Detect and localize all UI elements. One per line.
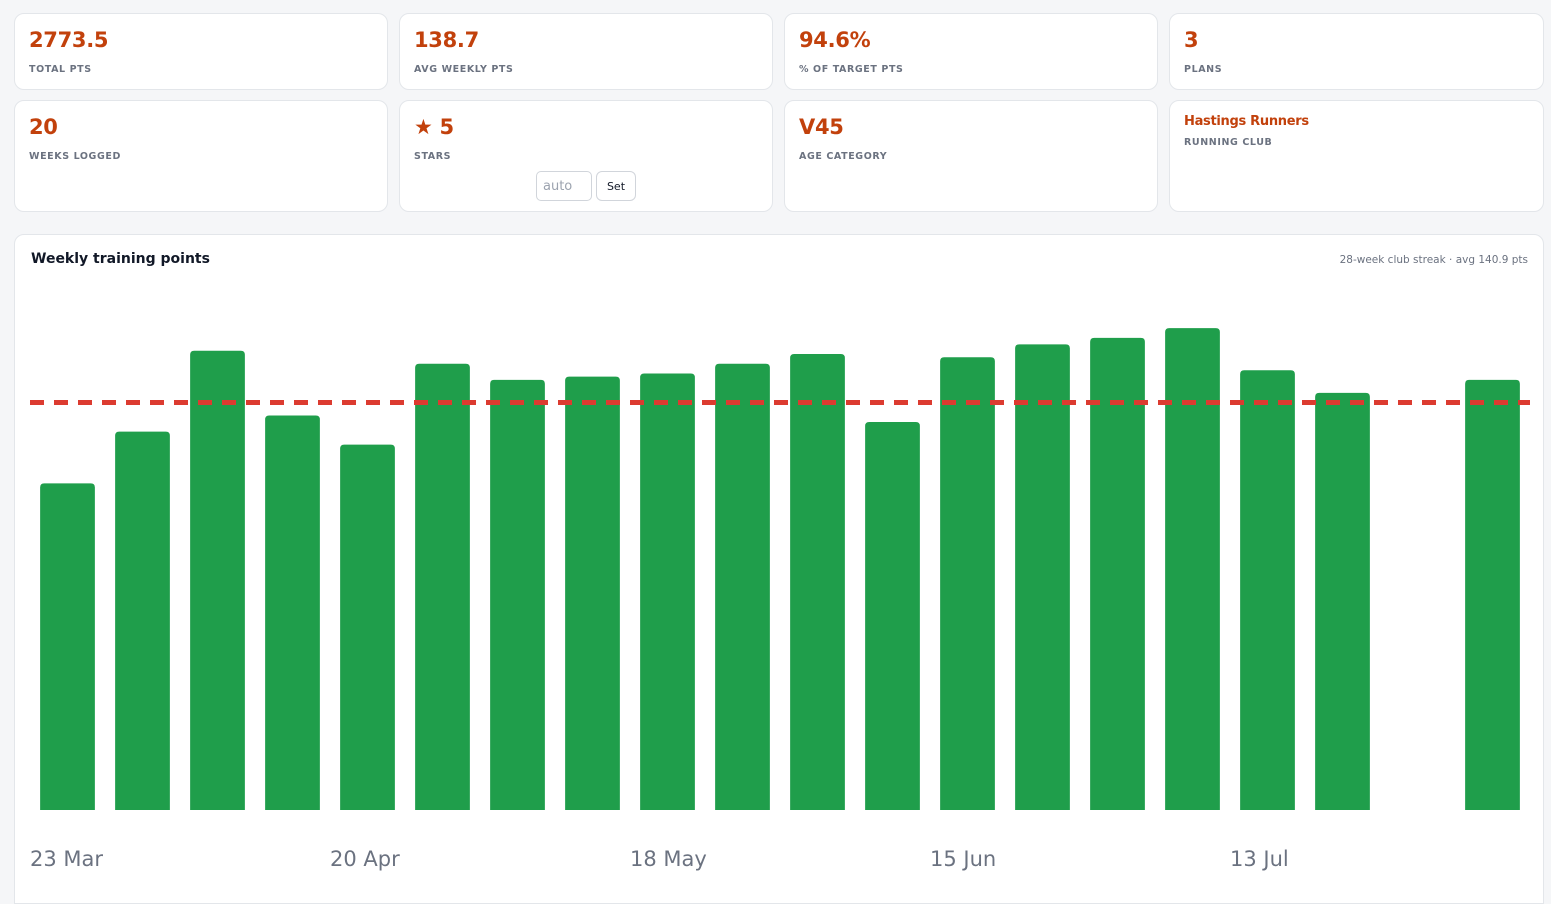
age-category-value: V45 [799,115,844,139]
x-tick-label: 15 Jun [930,847,996,871]
stat-card-plans: 3 PLANS [1169,13,1544,90]
stat-card-age-category: V45 AGE CATEGORY [784,100,1158,212]
chart-bar-15-jun [940,357,995,810]
weeks-logged-label: WEEKS LOGGED [29,151,121,162]
weeks-logged-value: 20 [29,115,58,139]
avg-weekly-pts-label: AVG WEEKLY PTS [414,64,514,75]
avg-weekly-pts-value: 138.7 [414,28,479,52]
stars-value: ★ 5 [414,115,454,139]
chart-bar-20-jul [1315,392,1370,810]
chart-bar-27-apr [415,363,470,810]
plans-value: 3 [1184,28,1199,52]
running-club-label: RUNNING CLUB [1184,137,1273,148]
x-tick-label: 20 Apr [330,847,400,871]
x-tick-label: 23 Mar [30,847,103,871]
set-stars-button[interactable]: Set [596,171,636,201]
pct-target-value: 94.6% [799,28,871,52]
x-tick-label: 13 Jul [1230,847,1289,871]
pct-target-label: % OF TARGET PTS [799,64,904,75]
chart-bar-30-mar [115,431,170,810]
total-pts-value: 2773.5 [29,28,109,52]
chart-bar-6-apr [190,350,245,810]
stat-card-running-club: Hastings Runners RUNNING CLUB [1169,100,1544,212]
chart-bar-20-apr [340,444,395,810]
stat-card-stars: ★ 5 STARS Set [399,100,773,212]
chart-bar-6-jul [1165,328,1220,810]
chart-bar-8-jun [865,421,920,810]
chart-title: Weekly training points [31,251,210,267]
chart-bar-11-may [565,376,620,810]
stars-label: STARS [414,151,452,162]
stat-card-total-pts: 2773.5 TOTAL PTS [14,13,388,90]
chart-bar-13-jul [1240,370,1295,810]
chart-bar-25-may [715,363,770,810]
running-club-value: Hastings Runners [1184,114,1309,129]
chart-bar-3-aug [1465,379,1520,810]
stars-override-input[interactable] [536,171,592,201]
plans-label: PLANS [1184,64,1223,75]
total-pts-label: TOTAL PTS [29,64,92,75]
chart-bar-13-apr [265,415,320,810]
chart-bar-4-may [490,379,545,810]
chart-bar-1-jun [790,354,845,810]
stat-card-avg-weekly-pts: 138.7 AVG WEEKLY PTS [399,13,773,90]
age-category-label: AGE CATEGORY [799,151,888,162]
weekly-points-chart: 23 Mar 20 Apr 18 May 15 Jun 13 Jul [30,328,1530,871]
chart-bar-29-jun [1090,337,1145,810]
stat-card-pct-target: 94.6% % OF TARGET PTS [784,13,1158,90]
chart-bar-18-may [640,373,695,810]
chart-subtitle: 28-week club streak · avg 140.9 pts [1339,254,1528,266]
stat-card-weeks-logged: 20 WEEKS LOGGED [14,100,388,212]
chart-bar-22-jun [1015,344,1070,810]
weekly-points-chart-card: 23 Mar 20 Apr 18 May 15 Jun 13 Jul Weekly tr… [14,234,1544,904]
x-tick-label: 18 May [630,847,707,871]
chart-bar-23-mar [40,483,95,810]
